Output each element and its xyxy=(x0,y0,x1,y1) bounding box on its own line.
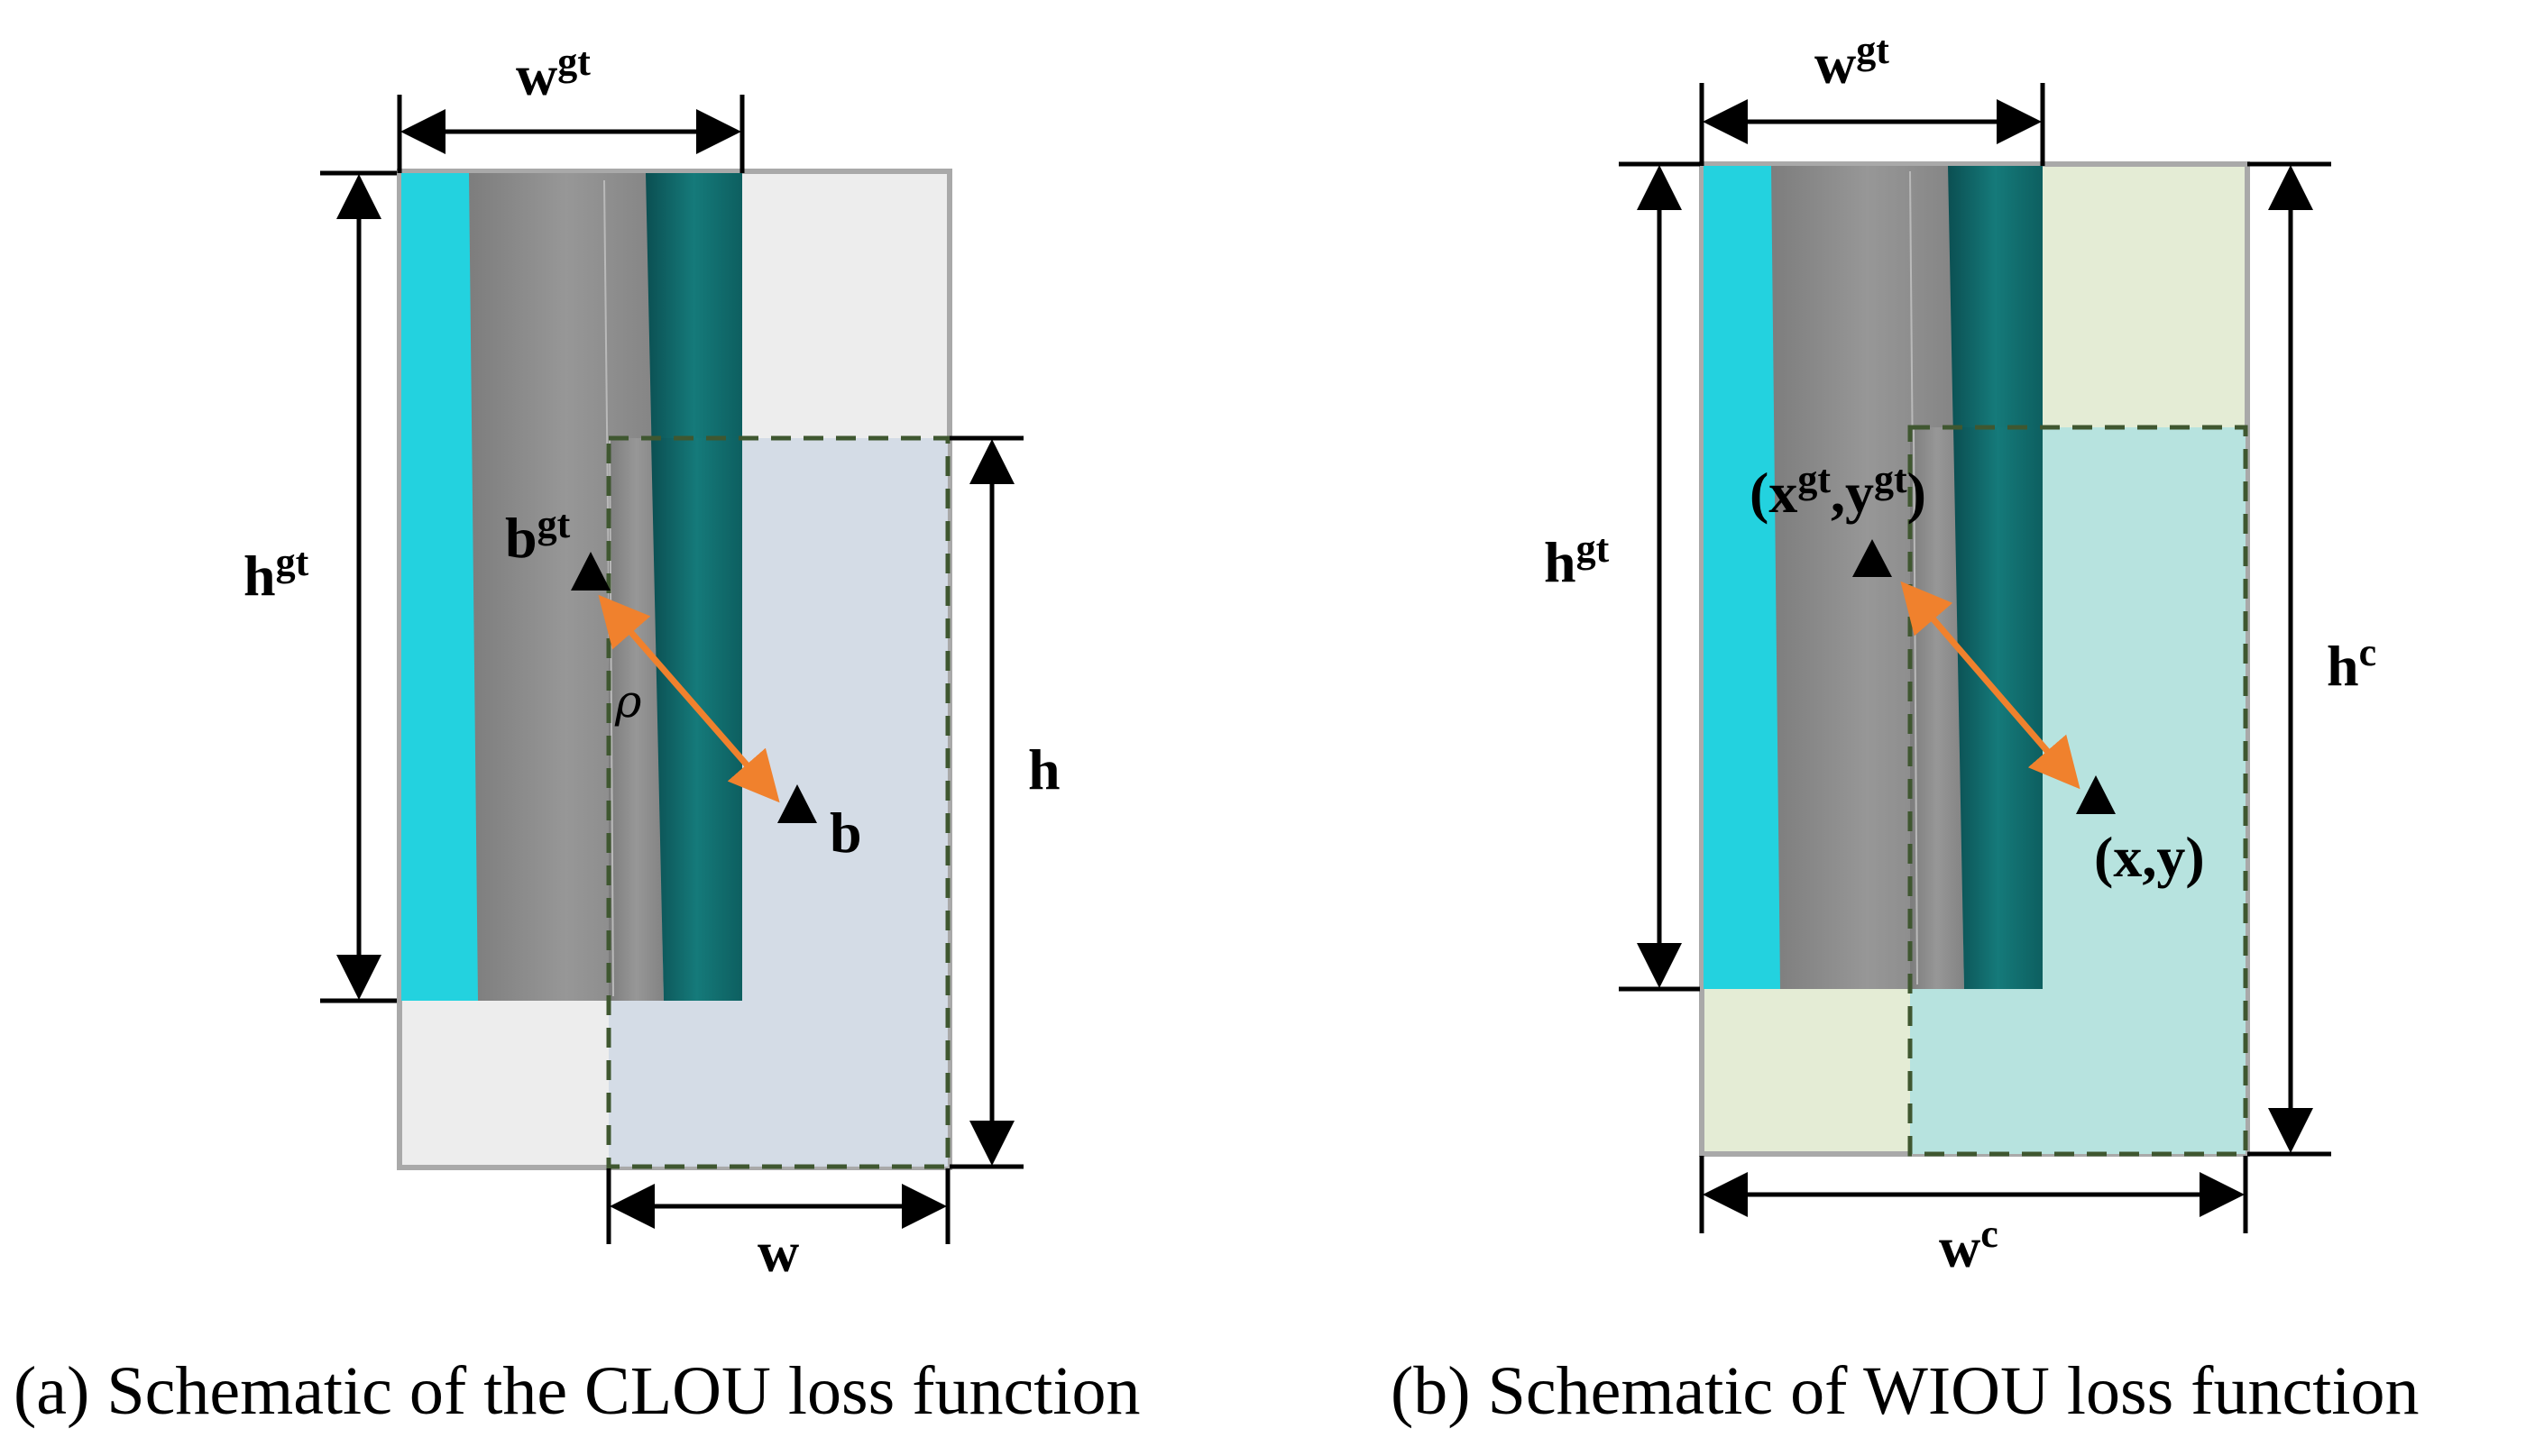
label-w-gt-a: wgt xyxy=(516,40,591,107)
gt-center-marker-a xyxy=(571,552,611,591)
label-w-c-b: wc xyxy=(1939,1212,1998,1279)
label-rho-a: ρ xyxy=(614,675,642,728)
label-w-gt-b: wgt xyxy=(1814,28,1889,96)
label-w-a: w xyxy=(758,1220,799,1284)
label-h-gt-b: hgt xyxy=(1544,527,1610,594)
label-pred-center-b: (x,y) xyxy=(2094,825,2205,889)
label-b-a: b xyxy=(830,801,862,865)
distance-arrow-a xyxy=(598,594,780,803)
distance-arrow-b xyxy=(1900,581,2080,790)
label-h-c-b: hc xyxy=(2327,630,2376,698)
panel-a: wgt hgt h w bgt b ρ (a) Schematic of the… xyxy=(14,40,1140,1429)
cyan-strip-b xyxy=(1704,166,1780,989)
panel-b: wgt hgt hc wc (xgt,ygt) (x,y) (b) Schema… xyxy=(1391,28,2419,1429)
label-h-gt-a: hgt xyxy=(243,540,309,608)
pred-center-marker-a xyxy=(777,784,817,823)
pred-center-marker-b xyxy=(2076,775,2116,814)
caption-a: (a) Schematic of the CLOU loss function xyxy=(14,1353,1140,1429)
caption-b: (b) Schematic of WIOU loss function xyxy=(1391,1353,2419,1429)
ground-truth-overlap-b xyxy=(1910,426,2043,989)
label-h-a: h xyxy=(1028,737,1061,801)
label-b-gt-a: bgt xyxy=(505,502,571,570)
gt-center-marker-b xyxy=(1852,539,1892,577)
cyan-strip-a xyxy=(401,173,478,1001)
